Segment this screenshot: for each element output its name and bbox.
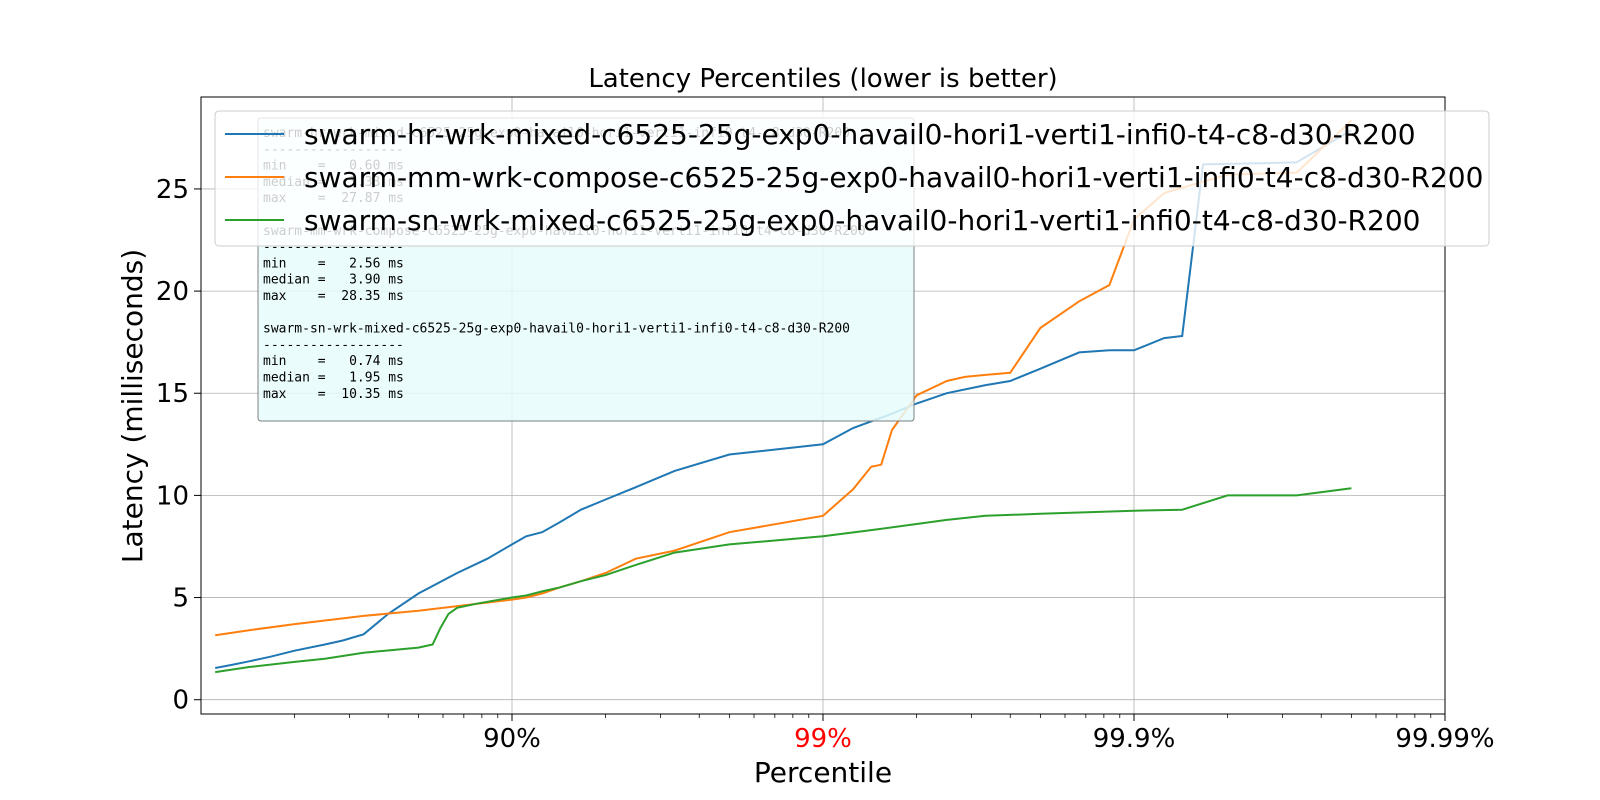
y-tick-label: 15 bbox=[156, 379, 189, 409]
plot-frame bbox=[200, 96, 1446, 715]
y-tick-label: 0 bbox=[172, 686, 189, 716]
legend-label-2: swarm-sn-wrk-mixed-c6525-25g-exp0-havail… bbox=[304, 204, 1420, 237]
chart-title: Latency Percentiles (lower is better) bbox=[588, 64, 1057, 94]
x-tick-label: 90% bbox=[483, 724, 541, 754]
legend: swarm-hr-wrk-mixed-c6525-25g-exp0-havail… bbox=[214, 110, 1490, 247]
series-line-1 bbox=[215, 119, 1353, 637]
y-tick-label: 25 bbox=[156, 175, 189, 205]
x-tick-label: 99.9% bbox=[1093, 724, 1176, 754]
y-axis-label: Latency (milliseconds) bbox=[116, 249, 149, 563]
x-tick-label: 99.99% bbox=[1395, 724, 1494, 754]
x-tick-label: 99% bbox=[794, 724, 852, 754]
stats-line-median: median = 1.95 ms bbox=[263, 371, 404, 386]
stats-line-name: swarm-sn-wrk-mixed-c6525-25g-exp0-havail… bbox=[263, 322, 850, 337]
axes-layer: 0 5 10 15 20 25 90% 99% 99.9% 99.99% bbox=[156, 96, 1495, 754]
y-tick-label: 5 bbox=[172, 584, 189, 614]
legend-label-1: swarm-mm-wrk-compose-c6525-25g-exp0-hava… bbox=[304, 161, 1483, 194]
stats-line-median: median = 3.90 ms bbox=[263, 273, 404, 288]
y-tick-label: 20 bbox=[156, 277, 189, 307]
stats-line-max: max = 28.35 ms bbox=[263, 289, 404, 304]
stats-line-min: min = 2.56 ms bbox=[263, 256, 404, 271]
series-line-2 bbox=[215, 487, 1352, 674]
y-tick-label: 10 bbox=[156, 481, 189, 511]
series-line-0 bbox=[215, 129, 1352, 669]
stats-line-sep: ------------------ bbox=[263, 338, 404, 353]
legend-label-0: swarm-hr-wrk-mixed-c6525-25g-exp0-havail… bbox=[304, 118, 1416, 151]
stats-line-min: min = 0.74 ms bbox=[263, 354, 404, 369]
x-axis-label: Percentile bbox=[754, 756, 892, 789]
stats-line-max: max = 10.35 ms bbox=[263, 387, 404, 402]
legend-box bbox=[214, 110, 1490, 247]
series-layer bbox=[215, 119, 1353, 674]
